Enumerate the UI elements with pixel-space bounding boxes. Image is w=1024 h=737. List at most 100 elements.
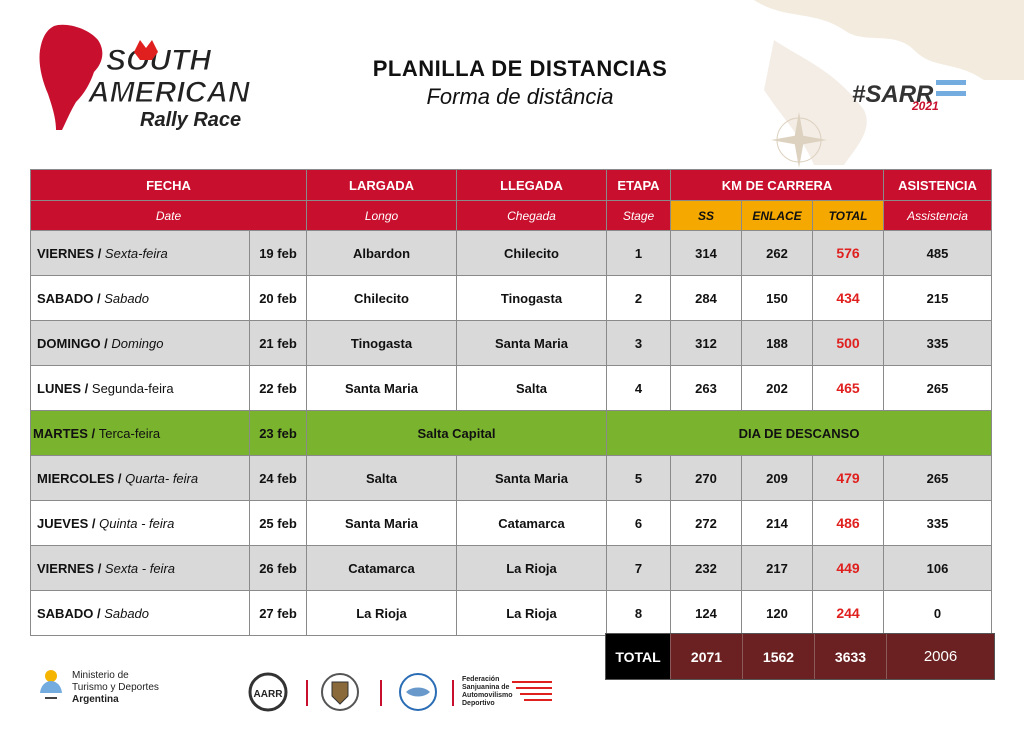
day-separator: /: [81, 380, 92, 396]
federacion-line2: Sanjuanina de: [462, 684, 510, 691]
col-llegada: LLEGADA: [456, 169, 607, 201]
end-cell: Santa Maria: [456, 455, 607, 501]
day-separator: /: [100, 335, 112, 351]
stage-cell: 6: [606, 500, 671, 546]
date-cell: 21 feb: [249, 320, 307, 366]
enlace-cell: 217: [741, 545, 813, 591]
federacion-logo-text: Federación Sanjuanina de Automovilismo D…: [462, 676, 513, 708]
total-cell: 479: [811, 455, 885, 501]
day-label-pt: Quinta - feira: [99, 515, 175, 531]
start-cell: Salta: [306, 455, 457, 501]
stage-cell: 2: [606, 275, 671, 321]
page-title: PLANILLA DE DISTANCIAS: [372, 56, 668, 81]
col-enlace: ENLACE: [741, 200, 813, 231]
day-cell: SABADO / Sabado: [30, 275, 250, 321]
total-cell: 465: [811, 365, 885, 411]
federacion-line4: Deportivo: [462, 700, 495, 707]
asistencia-cell: 265: [883, 455, 993, 501]
ss-cell: 270: [670, 455, 742, 501]
start-cell: Santa Maria: [306, 500, 457, 546]
table-row: DOMINGO / Domingo 21 feb Tinogasta Santa…: [30, 320, 993, 366]
asistencia-cell: 215: [883, 275, 993, 321]
totals-asistencia: 2006: [886, 634, 994, 679]
asistencia-cell: 106: [883, 545, 993, 591]
day-label-pt: Terca-feira: [98, 425, 161, 441]
start-cell: La Rioja: [306, 590, 457, 636]
col-largada: LARGADA: [306, 169, 457, 201]
distance-table: FECHA LARGADA LLEGADA ETAPA KM DE CARRER…: [30, 169, 993, 636]
day-cell: LUNES / Segunda-feira: [30, 365, 250, 411]
total-cell: 449: [811, 545, 885, 591]
end-cell: Santa Maria: [456, 320, 607, 366]
start-cell: Santa Maria: [306, 365, 457, 411]
day-separator: /: [93, 290, 105, 306]
totals-ss: 2071: [670, 634, 742, 679]
stage-cell: 1: [606, 230, 671, 276]
col-asistencia-sub: Assistencia: [883, 200, 993, 231]
col-km: KM DE CARRERA: [669, 169, 885, 201]
header-row: FECHA LARGADA LLEGADA ETAPA KM DE CARRER…: [30, 169, 993, 201]
enlace-cell: 262: [741, 230, 813, 276]
footer-divider: [380, 680, 382, 706]
club-shield-logo: [321, 673, 359, 711]
table-row: SABADO / Sabado 20 feb Chilecito Tinogas…: [30, 275, 993, 321]
day-label-pt: Domingo: [111, 335, 164, 351]
ss-cell: 232: [670, 545, 742, 591]
day-label-pt: Segunda-feira: [91, 380, 174, 396]
stage-cell: 8: [606, 590, 671, 636]
day-separator: /: [87, 425, 99, 441]
day-label: VIERNES: [37, 245, 95, 261]
ministry-logo: Ministerio de Turismo y Deportes Argenti…: [36, 668, 159, 708]
totals-enlace: 1562: [742, 634, 814, 679]
day-label: JUEVES: [37, 515, 89, 531]
rest-day-row: MARTES / Terca-feira 23 feb Salta Capita…: [30, 410, 993, 456]
enlace-cell: 120: [741, 590, 813, 636]
date-cell: 27 feb: [249, 590, 307, 636]
camsj-logo: [399, 673, 437, 711]
day-label-pt: Sexta - feira: [104, 560, 176, 576]
start-cell: Chilecito: [306, 275, 457, 321]
totals-label: TOTAL: [606, 634, 670, 679]
rest-place-cell: Salta Capital: [306, 410, 607, 456]
col-ss: SS: [670, 200, 742, 231]
ss-cell: 124: [670, 590, 742, 636]
logo-text-rally-race: Rally Race: [140, 109, 241, 131]
asistencia-cell: 335: [883, 320, 993, 366]
date-cell: 20 feb: [249, 275, 307, 321]
day-separator: /: [94, 245, 105, 261]
day-separator: /: [88, 515, 100, 531]
ministry-line3: Argentina: [72, 694, 119, 705]
ss-cell: 284: [670, 275, 742, 321]
asistencia-cell: 265: [883, 365, 993, 411]
footer-divider: [452, 680, 454, 706]
fox-icon: [134, 40, 158, 60]
day-cell: MIERCOLES / Quarta- feira: [30, 455, 250, 501]
table-row: JUEVES / Quinta - feira 25 feb Santa Mar…: [30, 500, 993, 546]
col-largada-sub: Longo: [306, 200, 457, 231]
col-fecha-sub: Date: [30, 200, 307, 231]
totals-row: TOTAL 2071 1562 3633 2006: [605, 633, 995, 680]
hashtag-year: 2021: [911, 99, 939, 112]
day-label: SABADO: [37, 290, 94, 306]
total-cell: 486: [811, 500, 885, 546]
asistencia-cell: 335: [883, 500, 993, 546]
asistencia-cell: 0: [883, 590, 993, 636]
end-cell: Tinogasta: [456, 275, 607, 321]
hashtag-text: #SARR: [852, 81, 934, 108]
col-fecha: FECHA: [30, 169, 307, 201]
end-cell: Chilecito: [456, 230, 607, 276]
stage-cell: 5: [606, 455, 671, 501]
total-cell: 244: [811, 590, 885, 636]
col-etapa: ETAPA: [606, 169, 671, 201]
federacion-line3: Automovilismo: [462, 692, 513, 699]
enlace-cell: 188: [741, 320, 813, 366]
date-cell: 24 feb: [249, 455, 307, 501]
page-subtitle: Forma de distância: [426, 84, 614, 109]
day-label-pt: Sabado: [104, 290, 150, 306]
col-llegada-sub: Chegada: [456, 200, 607, 231]
day-cell: VIERNES / Sexta-feira: [30, 230, 250, 276]
day-cell: VIERNES / Sexta - feira: [30, 545, 250, 591]
end-cell: La Rioja: [456, 545, 607, 591]
ministry-line2: Turismo y Deportes: [72, 682, 159, 693]
federacion-line1: Federación: [462, 676, 500, 683]
